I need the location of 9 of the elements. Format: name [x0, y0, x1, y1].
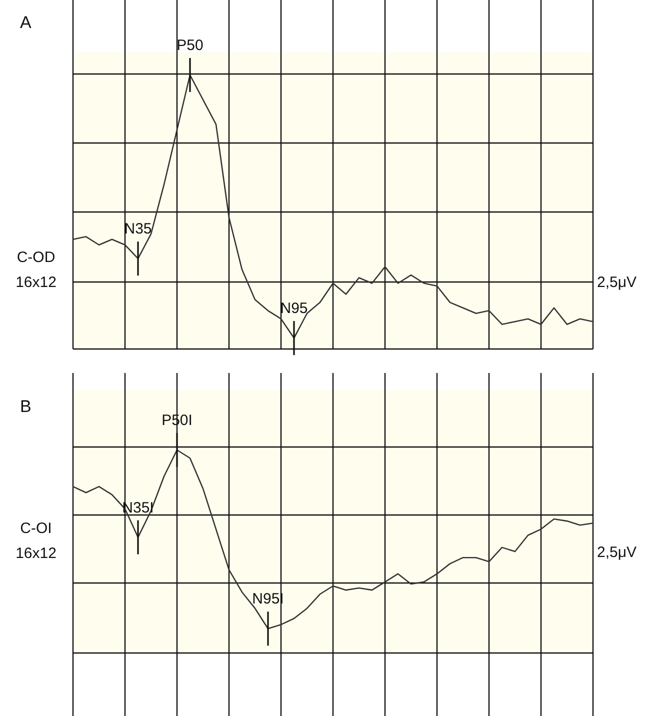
annotation: N35	[124, 220, 152, 238]
y-axis-title: C-OI 16x12	[16, 520, 56, 562]
annotation: N95	[280, 300, 308, 318]
y2-axis-title: 2,5μV	[597, 274, 636, 291]
y2-axis-title: 2,5μV	[597, 544, 636, 561]
y-axis-title: C-OD 16x12	[16, 249, 56, 291]
chart-title: B	[20, 397, 32, 416]
annotation: P50	[176, 37, 204, 54]
chart-title: A	[20, 13, 32, 32]
